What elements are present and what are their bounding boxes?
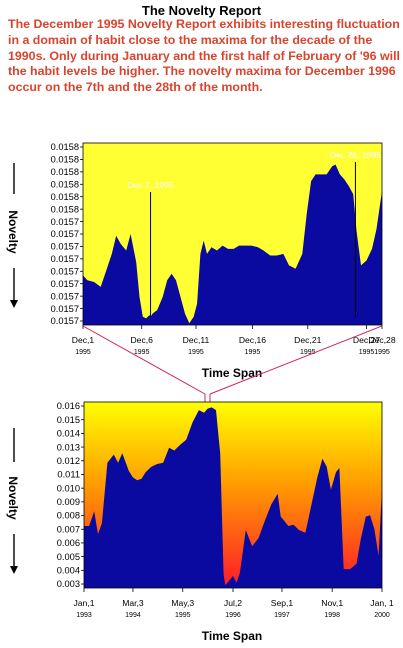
y-tick-label: 0.008 [57, 511, 80, 521]
x-tick-label: Dec,6 [130, 335, 153, 345]
y-tick-label: 0.009 [57, 497, 80, 507]
y-tick-label: 0.010 [57, 483, 80, 493]
y-tick-label: 0.0158 [51, 204, 79, 214]
bottom-chart-y-ticks: 0.016 0.015 0.014 0.013 0.012 0.011 0.010 0.009… [57, 401, 84, 589]
x-tick-sublabel: 1997 [274, 612, 290, 619]
y-tick-label: 0.0157 [51, 316, 79, 326]
x-tick-sublabel: 1995 [188, 349, 204, 356]
decade-chart: 0.016 0.015 0.014 0.013 0.012 0.011 0.010 0.009… [6, 401, 394, 643]
top-chart-y-axis-title: Novelty [6, 163, 20, 308]
y-tick-label: 0.0157 [51, 279, 79, 289]
x-tick-label: Dec,16 [239, 335, 266, 345]
x-tick-label: Dec,27 [353, 335, 380, 345]
y-tick-label: 0.0157 [51, 266, 79, 276]
x-tick-label: Jul,2 [224, 598, 242, 608]
x-tick-sublabel: 1994 [125, 612, 141, 619]
x-tick-sublabel: 1995 [245, 349, 261, 356]
y-tick-label: 0.0158 [51, 192, 79, 202]
x-tick-label: May,3 [171, 598, 194, 608]
y-tick-label: 0.004 [57, 566, 80, 576]
svg-text:Novelty: Novelty [6, 476, 20, 520]
x-tick-label: Nov,1 [321, 598, 343, 608]
top-chart-x-label: Time Span [202, 366, 262, 380]
bottom-chart-x-ticks: Jan,1 1993 Mar,3 1994 May,3 1995 Jul,2 1996 Sep,… [73, 588, 394, 619]
top-chart-series-area [83, 164, 382, 325]
y-tick-label: 0.0158 [51, 155, 79, 165]
y-tick-label: 0.0157 [51, 304, 79, 314]
x-tick-sublabel: 2000 [374, 612, 390, 619]
december-1995-chart: 0.0158 0.0158 0.0158 0.0158 0.0158 0.0158 0.01… [6, 142, 396, 380]
x-tick-sublabel: 1995 [374, 349, 390, 356]
x-tick-sublabel: 1995 [359, 349, 375, 356]
y-tick-label: 0.007 [57, 524, 80, 534]
top-chart-annotations: Dec 7, 1995 Dec 28, 1995 [127, 150, 381, 317]
x-tick-label: Jan,1 [73, 598, 94, 608]
x-tick-sublabel: 1995 [75, 349, 91, 356]
x-tick-label: Dec,11 [183, 335, 210, 345]
x-tick-label: Dec,21 [294, 335, 321, 345]
top-chart-x-ticks: Dec,1 1995 Dec,6 1995 Dec,11 1995 Dec,16 1995 De… [72, 325, 396, 356]
x-tick-label: Mar,3 [122, 598, 144, 608]
y-tick-label: 0.013 [57, 442, 80, 452]
annotation-label: Dec 28, 1995 [330, 150, 381, 160]
x-tick-sublabel: 1995 [134, 349, 150, 356]
bottom-chart-y-axis-title: Novelty [6, 428, 20, 574]
x-tick-sublabel: 1995 [175, 612, 191, 619]
y-tick-label: 0.0157 [51, 291, 79, 301]
intro-paragraph: The December 1995 Novelty Report exhibit… [8, 17, 400, 95]
svg-text:Novelty: Novelty [6, 210, 20, 254]
x-tick-sublabel: 1996 [225, 612, 241, 619]
y-tick-label: 0.006 [57, 538, 80, 548]
y-tick-label: 0.0158 [51, 179, 79, 189]
x-tick-label: Dec,28 [368, 335, 395, 345]
bottom-chart-series-area [84, 407, 382, 588]
top-chart-y-ticks: 0.0158 0.0158 0.0158 0.0158 0.0158 0.0158 0.01… [51, 142, 83, 326]
x-tick-sublabel: 1993 [76, 612, 92, 619]
page-title: The Novelty Report [141, 3, 262, 18]
y-tick-label: 0.012 [57, 456, 80, 466]
y-tick-label: 0.014 [57, 429, 80, 439]
x-tick-label: Jan, 1 [370, 598, 394, 608]
y-tick-label: 0.0158 [51, 142, 79, 152]
y-tick-label: 0.005 [57, 552, 80, 562]
y-tick-label: 0.011 [57, 470, 80, 480]
x-tick-label: Dec,1 [72, 335, 95, 345]
y-tick-label: 0.015 [57, 415, 80, 425]
x-tick-label: Sep,1 [271, 598, 294, 608]
y-tick-label: 0.0157 [51, 217, 79, 227]
annotation-label: Dec 7, 1995 [127, 180, 174, 190]
y-tick-label: 0.0157 [51, 229, 79, 239]
bottom-chart-x-label: Time Span [202, 629, 262, 643]
y-tick-label: 0.003 [57, 579, 80, 589]
y-tick-label: 0.0157 [51, 242, 79, 252]
x-tick-sublabel: 1998 [324, 612, 340, 619]
y-tick-label: 0.0158 [51, 167, 79, 177]
y-tick-label: 0.016 [57, 401, 80, 411]
x-tick-sublabel: 1995 [300, 349, 316, 356]
y-tick-label: 0.0157 [51, 254, 79, 264]
